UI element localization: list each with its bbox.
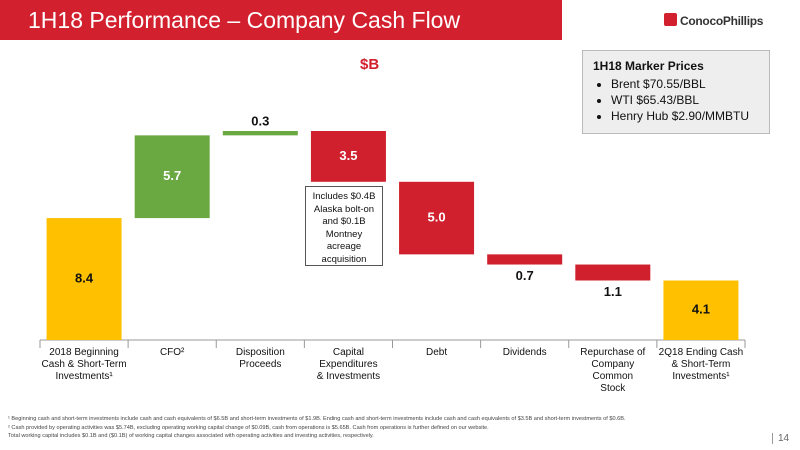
page-number: 14 <box>772 433 789 444</box>
marker-item: WTI $65.43/BBL <box>611 92 759 108</box>
bar <box>399 181 475 255</box>
header-band: 1H18 Performance – Company Cash Flow <box>0 0 562 40</box>
category-label: Dividends <box>502 347 547 358</box>
category-label: 2Q18 Ending Cash & Short-Term Investment… <box>658 347 744 382</box>
category-label: 2018 Beginning Cash & Short-Term Investm… <box>41 347 127 382</box>
category-label: Debt <box>426 347 448 358</box>
value-label: 5.7 <box>163 168 181 183</box>
marker-prices-box: 1H18 Marker Prices Brent $70.55/BBL WTI … <box>582 50 770 134</box>
category-label: Repurchase of Company Common Stock <box>580 347 646 394</box>
footnote: ² Cash provided by operating activities … <box>8 424 489 431</box>
value-label: 8.4 <box>75 270 94 285</box>
marker-item: Brent $70.55/BBL <box>611 76 759 92</box>
value-label: 5.0 <box>428 210 446 225</box>
slide-title: 1H18 Performance – Company Cash Flow <box>28 7 461 33</box>
marker-title: 1H18 Marker Prices <box>593 59 704 73</box>
bar <box>663 280 739 340</box>
value-label: 0.3 <box>251 113 269 128</box>
footnote: Total working capital includes $0.1B and… <box>8 433 374 439</box>
marker-item: Henry Hub $2.90/MMBTU <box>611 108 759 124</box>
bar <box>487 254 563 265</box>
footnote: ¹ Beginning cash and short-term investme… <box>8 416 626 422</box>
value-label: 0.7 <box>516 268 534 283</box>
bar <box>134 135 210 219</box>
logo-mark <box>664 13 677 26</box>
logo: ConocoPhillips <box>680 14 764 28</box>
bar <box>222 131 298 136</box>
value-label: 1.1 <box>604 284 622 299</box>
category-label: CFO² <box>159 347 185 358</box>
category-label: Capital Expenditures & Investments <box>316 347 381 382</box>
value-label: 3.5 <box>339 148 357 163</box>
chart-subtitle: $B <box>360 56 380 73</box>
bar <box>575 264 651 281</box>
annotation: Includes $0.4B Alaska bolt-on and $0.1B … <box>305 186 383 266</box>
bar <box>310 131 386 182</box>
footnotes: ¹ Beginning cash and short-term investme… <box>8 415 748 441</box>
category-label: Disposition Proceeds <box>235 347 285 370</box>
bar <box>46 218 122 340</box>
value-label: 4.1 <box>692 302 710 317</box>
marker-list: Brent $70.55/BBL WTI $65.43/BBL Henry Hu… <box>593 76 759 124</box>
